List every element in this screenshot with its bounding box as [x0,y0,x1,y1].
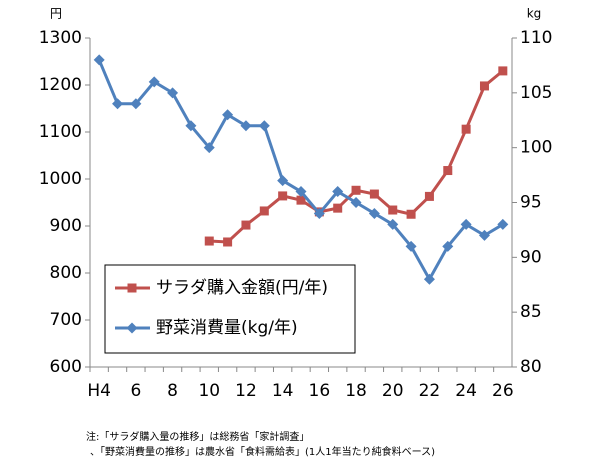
marker [241,220,251,230]
marker [387,218,399,230]
marker [460,218,472,230]
marker [350,197,362,208]
marker [351,185,361,195]
marker [405,240,417,252]
marker [368,207,380,219]
marker [442,240,454,252]
legend-label: 野菜消費量(kg/年) [156,318,298,338]
marker [406,209,416,219]
marker [130,98,142,110]
marker [443,166,453,176]
marker [332,186,344,198]
y2-tick-label: 95 [520,193,542,213]
y2-tick-label: 110 [520,28,552,48]
marker [222,109,234,121]
marker [112,98,124,110]
marker [223,237,233,247]
marker [313,207,325,219]
y-tick-label: 1200 [39,75,82,95]
x-tick-label: 14 [272,381,294,401]
marker [388,205,398,215]
x-tick-label: 12 [235,381,257,401]
legend-box [104,264,356,354]
marker [240,120,252,132]
x-tick-label: 20 [382,381,404,401]
marker [93,54,105,66]
x-tick-label: 22 [419,381,441,401]
y2-tick-label: 85 [520,302,542,322]
y-tick-label: 1300 [39,28,82,48]
x-tick-label: H4 [87,381,111,401]
y2-tick-label: 90 [520,247,542,267]
y-tick-label: 1000 [39,169,82,189]
marker [461,124,471,134]
marker [498,66,508,76]
note: 、「野菜消費量の推移」は農水省「食料需給表」(1人1年当たり純食料ベース) [90,445,435,458]
marker [185,120,197,132]
marker [259,206,269,216]
marker [258,120,270,132]
x-tick-label: 6 [130,381,141,401]
series-line [209,69,504,244]
x-tick-label: 24 [455,381,477,401]
x-tick-label: 8 [167,381,178,401]
x-tick-label: 16 [309,381,331,401]
marker [295,186,307,198]
marker [203,142,215,154]
marker [333,203,343,213]
y2-tick-label: 105 [520,83,552,103]
marker [497,218,509,230]
marker [478,229,490,241]
marker [369,189,379,199]
y2-axis-label: kg [527,7,542,21]
y2-tick-label: 80 [520,357,542,377]
marker [296,195,306,205]
marker [277,175,289,187]
marker [148,76,160,88]
marker [479,81,489,91]
marker [167,87,179,99]
y-tick-label: 1100 [39,122,82,142]
marker [278,191,288,201]
legend: サラダ購入金額(円/年) 野菜消費量(kg/年) [104,264,356,354]
marker [127,283,137,293]
note: 注:「サラダ購入量の推移」は総務省「家計調査」 [86,430,309,443]
x-tick-label: 18 [345,381,367,401]
y-tick-label: 600 [50,357,82,377]
y-tick-label: 900 [50,216,82,236]
y-tick-label: 800 [50,263,82,283]
marker [204,236,214,246]
marker [126,322,138,334]
y-axis-label: 円 [50,7,62,21]
series-line [97,59,504,283]
marker [424,191,434,201]
y-tick-label: 700 [50,310,82,330]
legend-label: サラダ購入金額(円/年) [156,278,328,298]
y2-tick-label: 100 [520,138,552,158]
x-tick-label: 26 [492,381,514,401]
marker [423,273,435,285]
x-tick-label: 10 [198,381,220,401]
